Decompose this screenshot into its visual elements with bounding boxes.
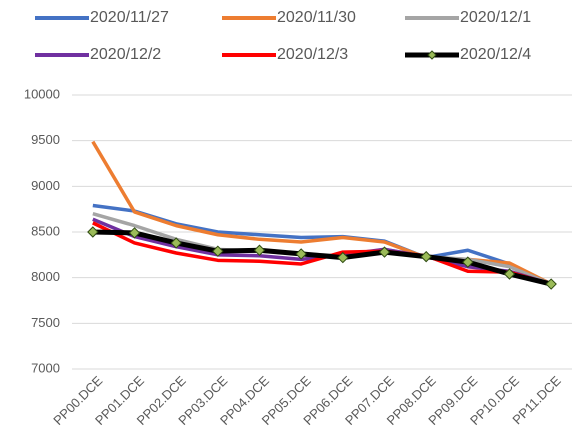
point-marker <box>212 245 224 257</box>
legend-marker <box>427 50 437 60</box>
point-marker <box>87 226 99 238</box>
series-line <box>92 229 552 287</box>
y-tick-label: 10000 <box>24 86 60 101</box>
series-line <box>92 217 552 286</box>
legend-label: 2020/11/30 <box>277 9 356 26</box>
y-tick-label: 7500 <box>31 315 60 330</box>
point-marker <box>503 268 516 280</box>
y-tick-label: 8000 <box>31 269 60 284</box>
point-marker <box>462 256 474 268</box>
legend-label: 2020/12/1 <box>460 9 531 26</box>
y-tick-label: 9500 <box>31 132 60 147</box>
legend-label: 2020/12/4 <box>460 46 531 63</box>
y-tick-label: 8500 <box>31 223 60 238</box>
point-marker <box>378 246 391 258</box>
point-marker <box>253 244 266 256</box>
point-marker <box>545 278 557 290</box>
point-marker <box>170 237 182 249</box>
point-marker <box>128 227 141 239</box>
point-marker <box>337 251 349 264</box>
legend-label: 2020/12/2 <box>90 46 161 63</box>
y-tick-label: 9000 <box>31 178 60 193</box>
legend-label: 2020/12/3 <box>277 46 348 63</box>
y-tick-label: 7000 <box>31 360 60 375</box>
point-marker <box>295 248 307 260</box>
legend-label: 2020/11/27 <box>90 9 169 26</box>
point-marker <box>420 250 432 263</box>
